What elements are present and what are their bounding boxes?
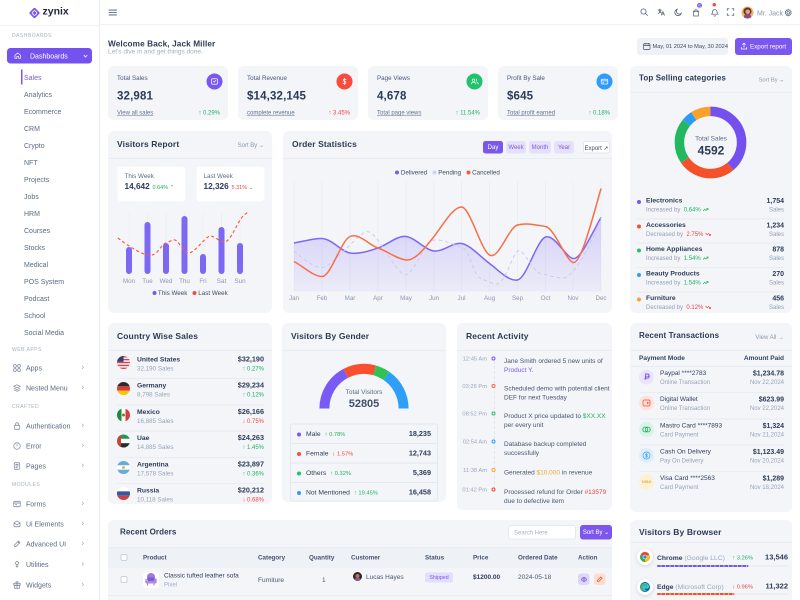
svg-text:Mon: Mon bbox=[123, 278, 136, 285]
svg-text:Aug: Aug bbox=[484, 295, 496, 302]
svg-text:Wed: Wed bbox=[160, 278, 173, 285]
svg-text:May: May bbox=[400, 295, 413, 302]
svg-text:Oct: Oct bbox=[541, 295, 551, 302]
svg-text:Mar: Mar bbox=[345, 295, 356, 302]
svg-text:Thu: Thu bbox=[179, 278, 190, 285]
svg-text:Tue: Tue bbox=[142, 278, 153, 285]
svg-text:Apr: Apr bbox=[373, 295, 383, 302]
svg-text:Dec: Dec bbox=[595, 295, 606, 302]
svg-text:Sun: Sun bbox=[234, 278, 246, 285]
svg-text:Jan: Jan bbox=[289, 295, 300, 302]
svg-text:Nov: Nov bbox=[567, 295, 579, 302]
svg-text:Sat: Sat bbox=[217, 278, 227, 285]
svg-text:Fri: Fri bbox=[199, 278, 206, 285]
svg-text:Jul: Jul bbox=[458, 295, 466, 302]
svg-text:Feb: Feb bbox=[317, 295, 328, 302]
svg-text:Sep: Sep bbox=[512, 295, 524, 302]
svg-text:Jun: Jun bbox=[429, 295, 440, 302]
